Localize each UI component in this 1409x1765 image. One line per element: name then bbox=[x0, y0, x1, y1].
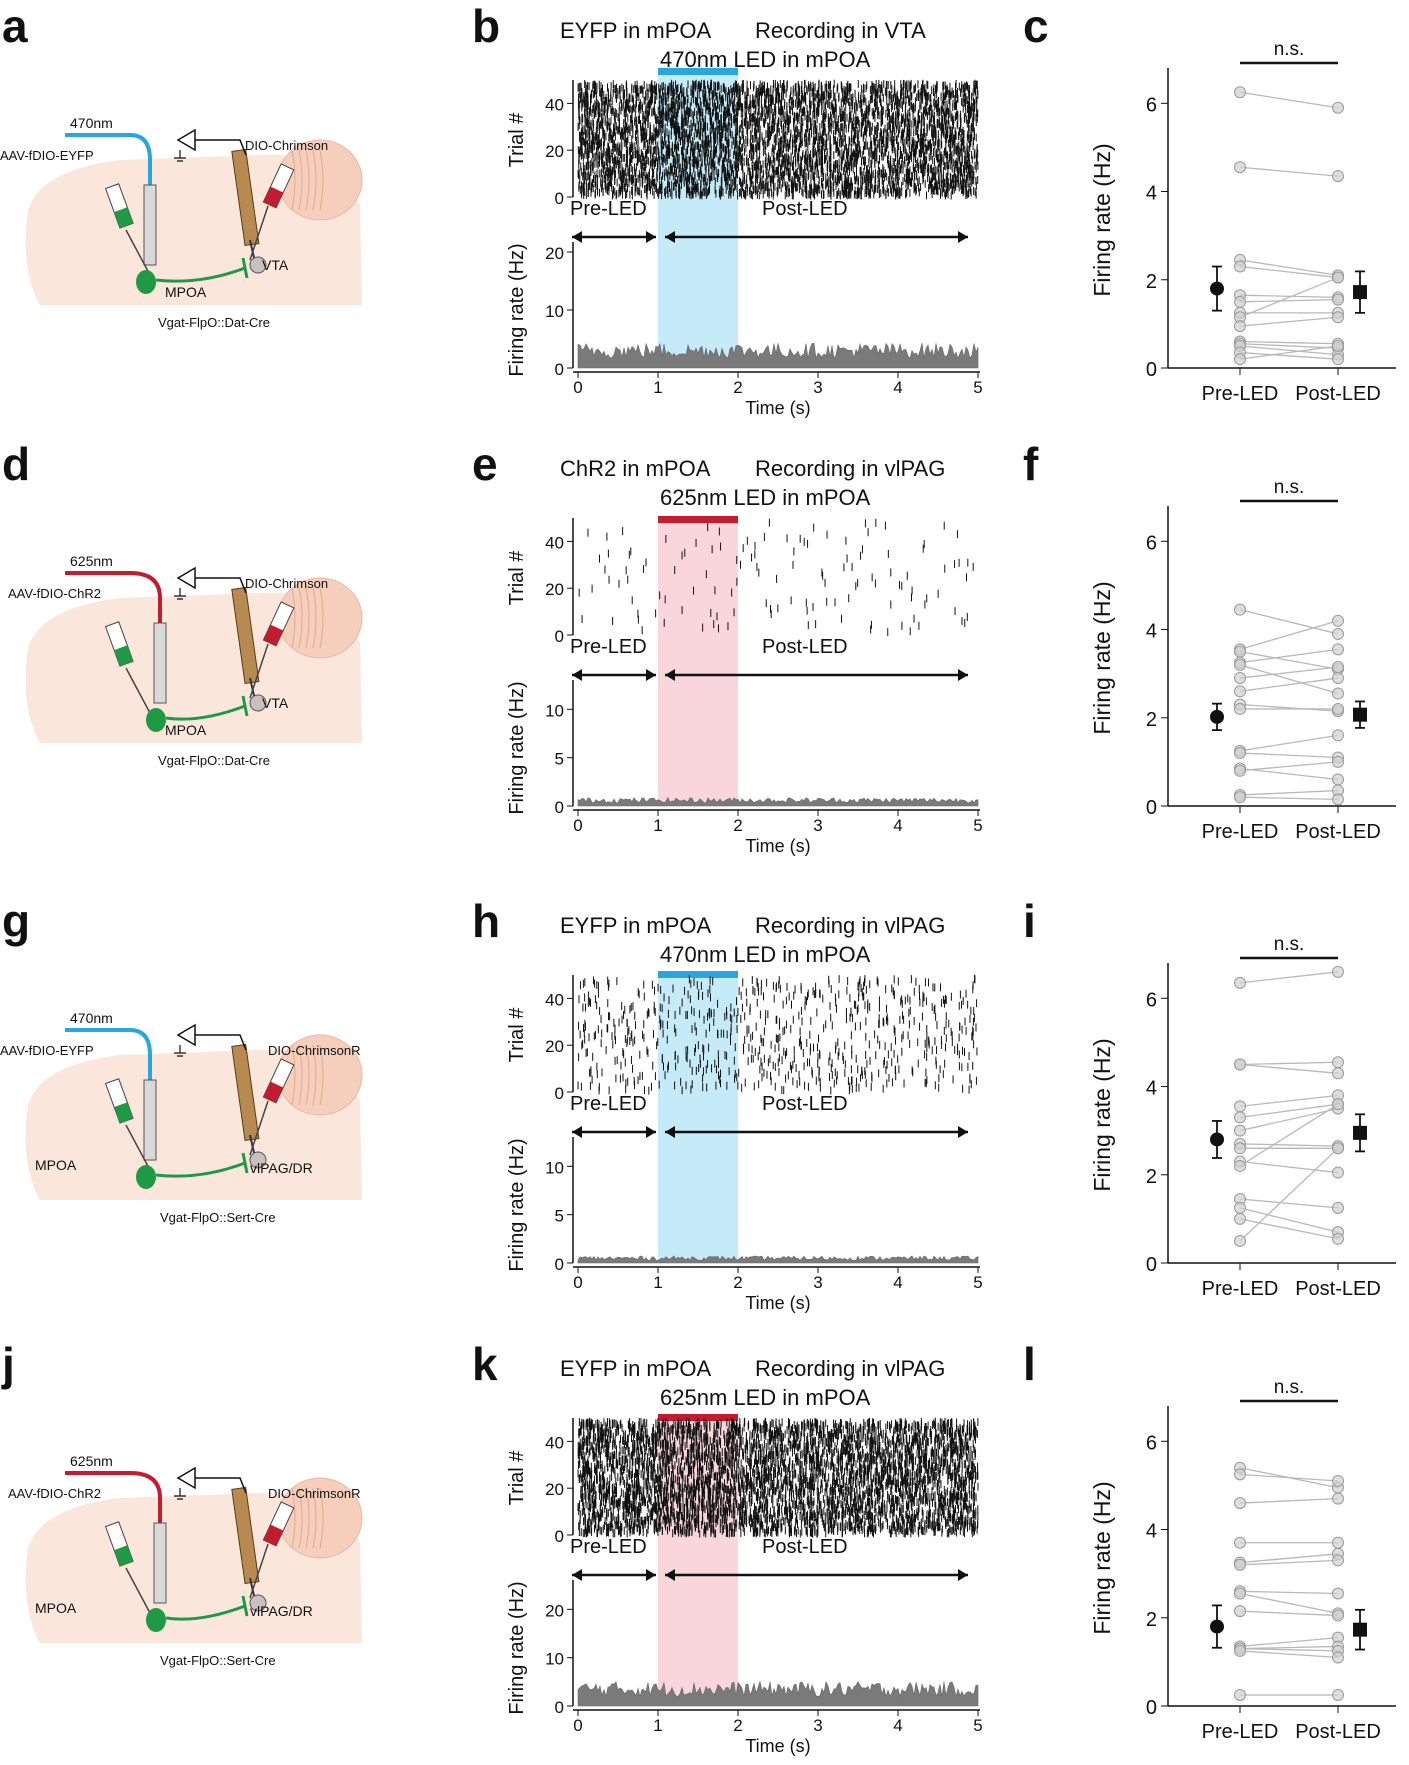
projection-axon bbox=[155, 266, 246, 283]
amplifier-wire bbox=[195, 139, 247, 156]
raster-y-label: Trial # bbox=[506, 112, 528, 168]
panel-label: b bbox=[472, 0, 500, 52]
mpoa-soma bbox=[136, 270, 156, 294]
target-cells bbox=[249, 256, 267, 274]
panel-label: c bbox=[1023, 0, 1049, 52]
row-1: a b c 470nm AAV-fDIO-EYFP DIO-Chrimson VTA MPOA… bbox=[0, 0, 1396, 418]
cerebellum-fold bbox=[305, 149, 310, 211]
target-label: VTA bbox=[262, 257, 289, 273]
syringe-right-needle bbox=[249, 205, 269, 261]
title-left: EYFP in mPOA bbox=[560, 18, 712, 43]
title-led: 470nm LED in mPOA bbox=[660, 47, 871, 72]
syringe-left-needle bbox=[125, 229, 151, 276]
source-label: MPOA bbox=[165, 284, 207, 300]
fiber-ferrule bbox=[143, 184, 157, 266]
raster-y-tick-label: 0 bbox=[555, 189, 564, 208]
mouse-label: Vgat-FlpO::Dat-Cre bbox=[158, 315, 270, 330]
raster-y-tick-label: 20 bbox=[545, 142, 564, 161]
amplifier-icon bbox=[176, 128, 196, 152]
optical-fiber bbox=[65, 133, 152, 185]
raster-y-tick-label: 40 bbox=[545, 95, 564, 114]
raster-spikes bbox=[577, 79, 979, 200]
ground-icon bbox=[174, 150, 186, 162]
cerebellum-fold bbox=[312, 149, 317, 211]
syringe-right-fluid bbox=[263, 186, 284, 208]
title-right: Recording in VTA bbox=[755, 18, 926, 43]
schematic: 470nm AAV-fDIO-EYFP DIO-Chrimson VTA MPOA Vga… bbox=[0, 115, 363, 330]
cerebellum-fold bbox=[291, 149, 296, 211]
panel-label: a bbox=[2, 0, 28, 52]
recording-virus-label: DIO-Chrimson bbox=[245, 138, 328, 153]
wavelength-label: 470nm bbox=[70, 115, 113, 131]
led-bar bbox=[658, 68, 738, 75]
synapse-bar bbox=[241, 257, 249, 279]
cerebellum-fold bbox=[298, 149, 303, 211]
cerebellum-fold bbox=[319, 149, 324, 211]
virus-label: AAV-fDIO-EYFP bbox=[0, 148, 94, 163]
syringe-left-fluid bbox=[114, 207, 134, 229]
